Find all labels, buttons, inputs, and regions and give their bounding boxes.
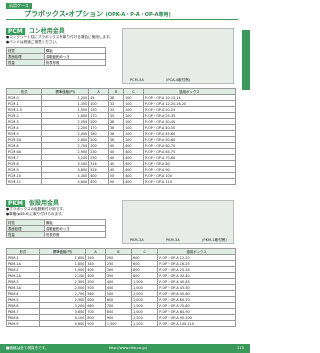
table-cell: 400: [88, 178, 109, 185]
section-heading: PCM コン柱用金具: [6, 26, 69, 35]
footer-note: ■価格は全て税抜きです。: [6, 346, 49, 350]
table-row: PKM-4 2,700 560 500 1,000 P-OP・OP-A 50-60: [6, 290, 236, 297]
side-tab: [242, 30, 250, 90]
header-row: 形式 標準価格(円) A B C 適用ボックス: [6, 248, 236, 255]
bullet: ●コンクリート柱にプラボックスを取り付ける場合に使用します。: [6, 35, 113, 39]
title: プラボックス・オプション: [24, 10, 104, 18]
table-cell: 50: [107, 178, 125, 185]
figure-label: PKM-3A: [166, 238, 180, 242]
page-title: プラボックス・オプション (OPK-A・P-A・OP-A専用): [24, 9, 171, 19]
table-row: PKM-6 3,200 660 700 1,000 P-OP・OP-A 70-80: [6, 302, 236, 309]
spec-cell: 質量: [6, 59, 45, 66]
table-cell: 400: [123, 178, 144, 185]
figure: [122, 28, 234, 84]
section-code: PCM: [6, 28, 25, 35]
page: 汎用ケース プラボックス・オプション (OPK-A・P-A・OP-A専用) PC…: [0, 3, 250, 353]
page-number: 215: [237, 346, 244, 350]
table-cell: P-OP・OP-A 110: [142, 178, 237, 185]
bullet: ●バンドは別途ご用意ください。: [6, 40, 60, 44]
section-heading: PKM 仮設用金具: [6, 198, 63, 207]
spec-price-table: 形式 標準価格(円) A B C 適用ボックス PCM-0 1,200 44 38 100 P-OP・…: [5, 88, 237, 185]
subtitle: (OPK-A・P-A・OP-A専用): [105, 12, 171, 18]
section-title: 仮設用金具: [29, 200, 60, 207]
bullet: ●プラボックスの仮設取付け用です。: [6, 207, 67, 211]
table-cell: 4,600: [41, 178, 90, 185]
table-cell: 4,600: [38, 320, 87, 327]
table-row: PKM-2 1,900 400 300 800 P-OP・OP-A 25-35: [6, 266, 236, 273]
category-tag: 汎用ケース: [6, 3, 32, 9]
figure-label: PKM-3A: [130, 238, 144, 242]
spec-row: 質量 別表参照: [6, 231, 107, 238]
rule: [6, 19, 238, 20]
table-cell: PKM-9: [6, 320, 40, 327]
table-cell: PCM-11: [5, 178, 43, 185]
footer-url: http://www.nito.co.jp/: [108, 346, 147, 350]
section-title: コン柱用金具: [28, 28, 65, 35]
spec-price-table: 形式 標準価格(円) A B C 適用ボックス PKM-1 1,600 340 200 600 P-O…: [6, 248, 236, 327]
spec-row: 質量 別表参照: [6, 59, 107, 66]
figure-label: (PCA-4取付例): [166, 78, 191, 82]
figure: [122, 200, 234, 244]
section-code: PKM: [6, 200, 26, 207]
table-row: PCM-11 4,600 400 50 400 P-OP・OP-A 110: [5, 178, 237, 185]
table-cell: 900: [85, 320, 106, 327]
table-row: PCM-9 3,800 316 45 400 P-OP・OP-A 90: [5, 166, 237, 173]
figure-label: (PKM-1取付例): [202, 238, 227, 242]
figure-label: PCM-5A: [130, 78, 144, 82]
table-cell: 1,200: [131, 320, 159, 327]
spec-table: 材質 鋼板 表面処理 溶融亜鉛めっき 質量 別表参照: [6, 47, 107, 66]
spec-cell: 別表参照: [43, 231, 107, 238]
spec-cell: 別表参照: [43, 59, 107, 66]
table-row: PCM-6 2,700 200 40 400 P-OP・OP-A 60-70: [5, 142, 237, 149]
table-row: PKM-9 4,600 900 1,000 1,200 P-OP・OP-A 100-110: [6, 320, 236, 327]
spec-table: 材質 鋼板 表面処理 溶融亜鉛めっき 質量 別表参照: [6, 219, 107, 238]
footer: ■価格は全て税抜きです。 http://www.nito.co.jp/215: [0, 344, 250, 353]
table-cell: P-OP・OP-A 100-110: [157, 320, 236, 327]
spec-cell: 質量: [6, 231, 45, 238]
header-row: 形式 標準価格(円) A B C 適用ボックス: [5, 88, 237, 95]
bullet: ●単管(φ48.6)に取り付けられます。: [6, 212, 66, 216]
table-row: PCM-1 1,350 100 33 100 P-OP・OP-A 12-20,16-20: [5, 100, 237, 107]
table-cell: 1,000: [104, 320, 133, 327]
